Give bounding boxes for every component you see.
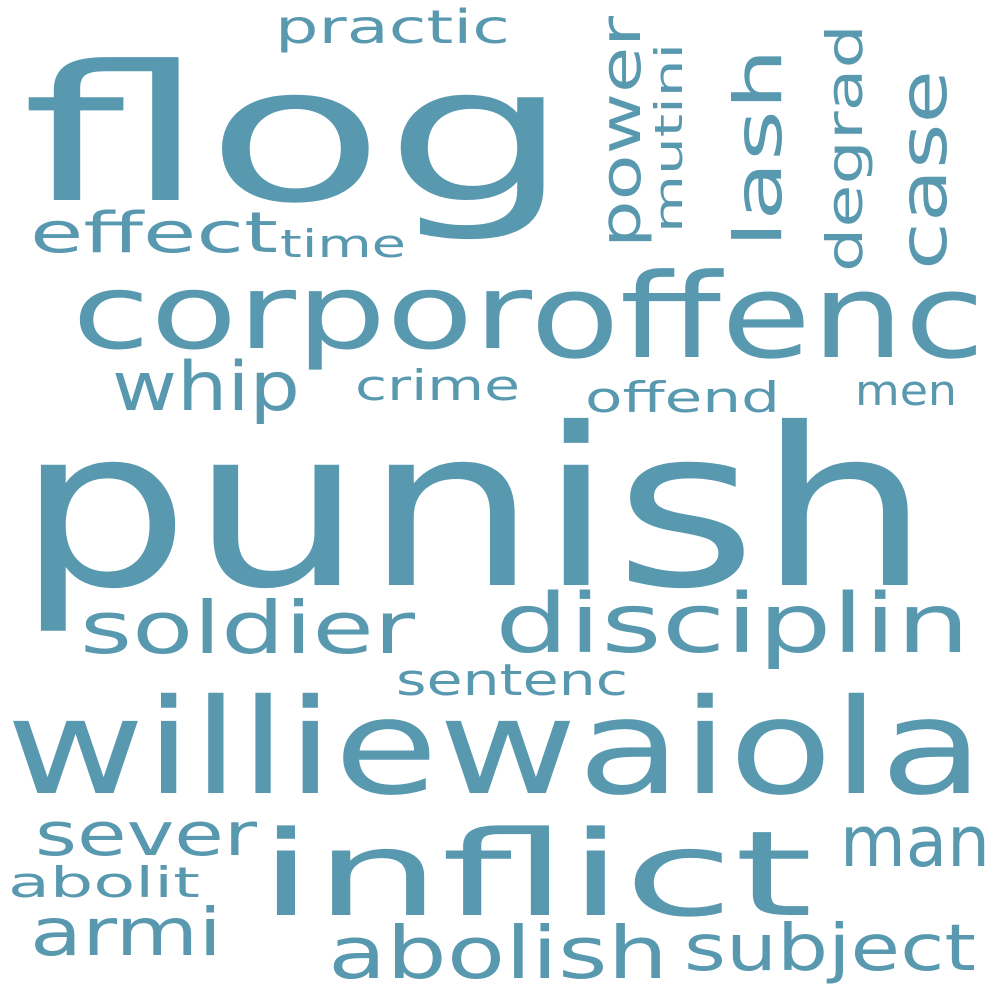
- word-mutini: mutini: [647, 43, 691, 233]
- word-man: man: [840, 801, 990, 883]
- word-offenc: offenc: [530, 248, 985, 385]
- word-abolish: abolish: [328, 911, 668, 995]
- word-practic: practic: [275, 0, 510, 54]
- word-corpor: corpor: [72, 251, 532, 373]
- word-soldier: soldier: [80, 586, 416, 670]
- word-subject: subject: [684, 912, 976, 986]
- word-case: case: [885, 70, 962, 270]
- word-effect: effect: [30, 201, 278, 266]
- word-lash: lash: [720, 48, 797, 248]
- word-williewaiola: williewaiola: [6, 671, 984, 825]
- word-crime: crime: [355, 361, 520, 410]
- word-disciplin: disciplin: [495, 577, 970, 672]
- word-abolit: abolit: [8, 858, 200, 907]
- word-time: time: [280, 222, 406, 266]
- word-punish: punish: [16, 381, 931, 637]
- word-whip: whip: [112, 348, 300, 427]
- word-degrad: degrad: [816, 24, 874, 272]
- word-sentenc: sentenc: [396, 655, 628, 706]
- word-inflict: inflict: [258, 805, 813, 943]
- word-power: power: [589, 15, 654, 248]
- word-armi: armi: [30, 894, 222, 971]
- word-offend: offend: [585, 373, 780, 422]
- word-sever: sever: [35, 800, 257, 870]
- word-flog: flog: [22, 26, 570, 245]
- word-men: men: [855, 366, 957, 415]
